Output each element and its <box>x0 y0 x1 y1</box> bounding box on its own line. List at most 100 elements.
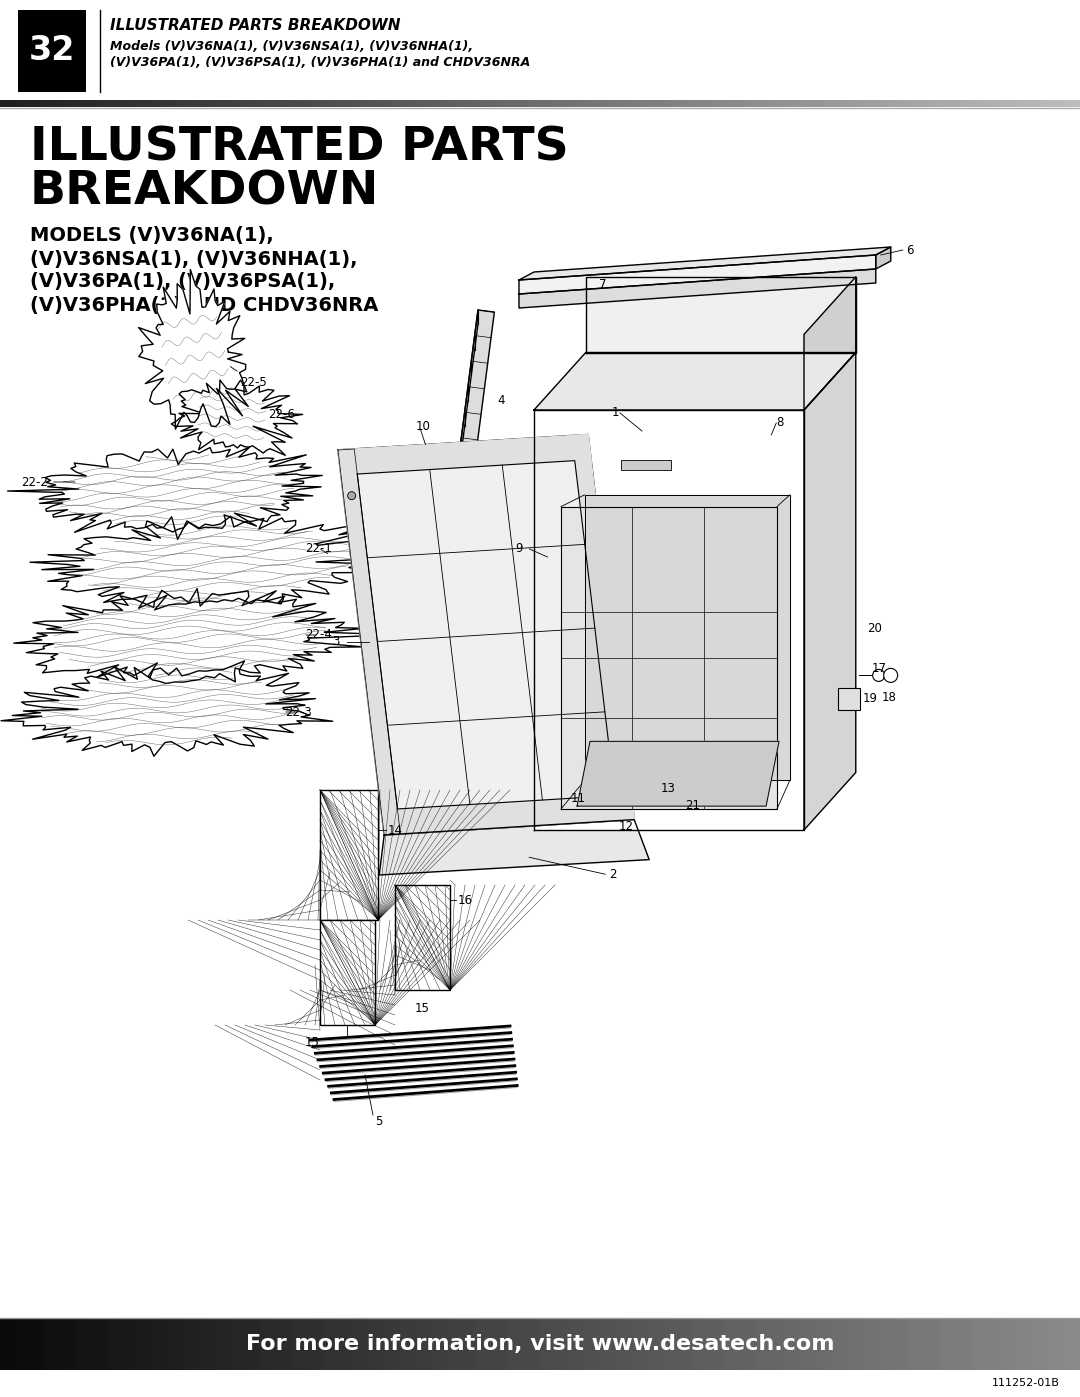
Text: 22-6: 22-6 <box>268 408 295 422</box>
Bar <box>697 101 702 108</box>
Bar <box>778 1317 788 1370</box>
Bar <box>248 101 254 108</box>
Bar <box>745 101 751 108</box>
Polygon shape <box>584 495 789 781</box>
Bar <box>400 1317 410 1370</box>
Bar <box>292 101 297 108</box>
Bar <box>794 101 799 108</box>
Polygon shape <box>338 448 401 835</box>
Bar <box>108 1317 119 1370</box>
Bar <box>395 886 450 990</box>
Bar <box>470 101 475 108</box>
Bar <box>140 101 146 108</box>
Bar <box>184 1317 194 1370</box>
Polygon shape <box>585 277 855 352</box>
Bar <box>151 1317 162 1370</box>
Bar <box>599 101 605 108</box>
Circle shape <box>883 668 897 682</box>
Text: 22-3: 22-3 <box>285 705 312 718</box>
Bar <box>886 1317 896 1370</box>
Bar <box>205 101 211 108</box>
Polygon shape <box>379 820 649 875</box>
Bar <box>356 101 362 108</box>
Bar <box>508 1317 518 1370</box>
Bar <box>320 789 378 921</box>
Bar <box>76 1317 86 1370</box>
Bar <box>194 101 200 108</box>
Bar <box>810 101 815 108</box>
Text: (V)V36NSA(1), (V)V36NHA(1),: (V)V36NSA(1), (V)V36NHA(1), <box>30 250 357 268</box>
Polygon shape <box>534 352 855 409</box>
Bar <box>308 101 313 108</box>
FancyBboxPatch shape <box>838 689 860 710</box>
Bar <box>486 1317 497 1370</box>
Bar <box>184 101 189 108</box>
Bar <box>783 101 788 108</box>
Bar <box>994 1317 1004 1370</box>
Bar <box>513 101 518 108</box>
Bar <box>929 101 934 108</box>
Polygon shape <box>381 795 634 835</box>
Text: 8: 8 <box>777 416 784 429</box>
Bar <box>248 1317 259 1370</box>
Bar <box>875 101 880 108</box>
Bar <box>86 1317 97 1370</box>
Bar <box>551 1317 562 1370</box>
Bar <box>32 1317 43 1370</box>
Bar <box>961 101 967 108</box>
Bar <box>767 101 772 108</box>
Bar <box>205 1317 216 1370</box>
Text: For more information, visit www.desatech.com: For more information, visit www.desatech… <box>246 1334 834 1354</box>
Bar <box>832 1317 842 1370</box>
Bar <box>103 101 108 108</box>
Bar <box>880 101 886 108</box>
Bar <box>940 101 945 108</box>
Text: 19: 19 <box>863 692 878 704</box>
Bar <box>432 101 437 108</box>
Circle shape <box>348 492 355 500</box>
Bar <box>842 1317 853 1370</box>
Bar <box>583 1317 594 1370</box>
Text: 13: 13 <box>661 782 676 795</box>
Bar <box>373 101 378 108</box>
Bar <box>729 101 734 108</box>
Bar <box>848 101 853 108</box>
Bar <box>626 101 632 108</box>
Text: 21: 21 <box>685 799 700 812</box>
Bar <box>518 101 524 108</box>
Bar <box>702 101 707 108</box>
Bar <box>999 101 1004 108</box>
Bar <box>329 101 335 108</box>
Bar <box>621 460 671 469</box>
Text: (V)V36PA(1), (V)V36PSA(1),: (V)V36PA(1), (V)V36PSA(1), <box>30 272 335 292</box>
Bar <box>81 101 86 108</box>
Bar <box>313 101 319 108</box>
Bar <box>297 101 302 108</box>
Bar <box>616 1317 626 1370</box>
Text: 15: 15 <box>305 1037 320 1049</box>
Bar <box>675 101 680 108</box>
Bar <box>394 101 400 108</box>
Polygon shape <box>138 270 248 429</box>
Bar <box>1026 1317 1037 1370</box>
Bar <box>896 101 902 108</box>
Bar <box>1064 101 1069 108</box>
Text: 1: 1 <box>612 407 620 419</box>
Bar <box>108 101 113 108</box>
Text: 6: 6 <box>906 243 914 257</box>
Bar <box>724 101 729 108</box>
Bar <box>1048 101 1053 108</box>
Text: 12: 12 <box>619 820 634 833</box>
Bar <box>443 101 448 108</box>
Bar <box>1075 101 1080 108</box>
Bar <box>92 101 97 108</box>
Bar <box>1021 101 1026 108</box>
Bar <box>1004 101 1010 108</box>
Bar <box>319 101 324 108</box>
Text: ILLUSTRATED PARTS: ILLUSTRATED PARTS <box>30 126 569 170</box>
Polygon shape <box>519 247 891 279</box>
Bar <box>491 101 497 108</box>
Bar <box>178 101 184 108</box>
Bar <box>594 1317 605 1370</box>
Bar <box>119 1317 130 1370</box>
